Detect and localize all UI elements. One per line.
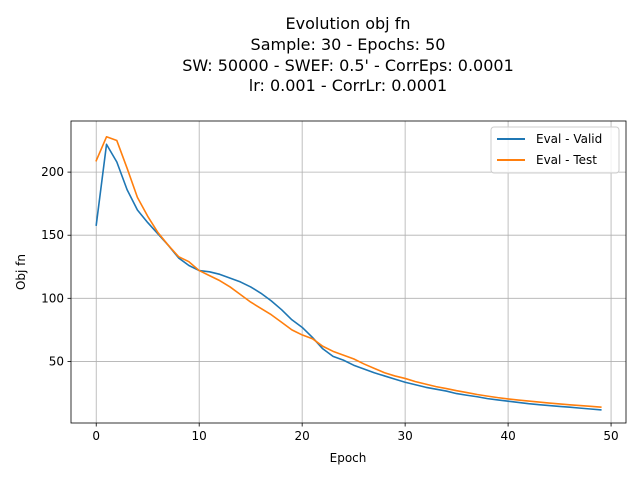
title-line-1: Evolution obj fn [286, 14, 411, 33]
x-tick-label: 40 [500, 429, 515, 443]
x-tick-label: 30 [397, 429, 412, 443]
y-tick-label: 200 [41, 165, 64, 179]
series-line-valid [95, 143, 602, 411]
title-line-4: lr: 0.001 - CorrLr: 0.0001 [249, 76, 447, 95]
y-tick-label: 150 [41, 228, 64, 242]
x-axis-ticks: 0 10 20 30 40 50 [92, 423, 619, 443]
legend-label-test: Eval - Test [536, 153, 597, 167]
y-tick-label: 100 [41, 291, 64, 305]
x-tick-label: 50 [603, 429, 618, 443]
grid [71, 121, 626, 423]
x-tick-label: 10 [192, 429, 207, 443]
x-tick-label: 0 [92, 429, 100, 443]
y-tick-label: 50 [49, 354, 64, 368]
title-line-3: SW: 50000 - SWEF: 0.5' - CorrEps: 0.0001 [182, 56, 514, 75]
y-axis-ticks: 50 100 150 200 [41, 165, 71, 368]
x-tick-label: 20 [295, 429, 310, 443]
plot-frame [70, 120, 627, 424]
x-axis-label: Epoch [330, 451, 367, 465]
series-layer [95, 135, 602, 411]
chart-title: Evolution obj fn Sample: 30 - Epochs: 50… [182, 14, 514, 95]
series-line-test [95, 135, 602, 408]
title-line-2: Sample: 30 - Epochs: 50 [251, 35, 446, 54]
legend-label-valid: Eval - Valid [536, 132, 602, 146]
y-axis-label: Obj fn [14, 254, 28, 290]
legend: Eval - Valid Eval - Test [490, 126, 620, 174]
